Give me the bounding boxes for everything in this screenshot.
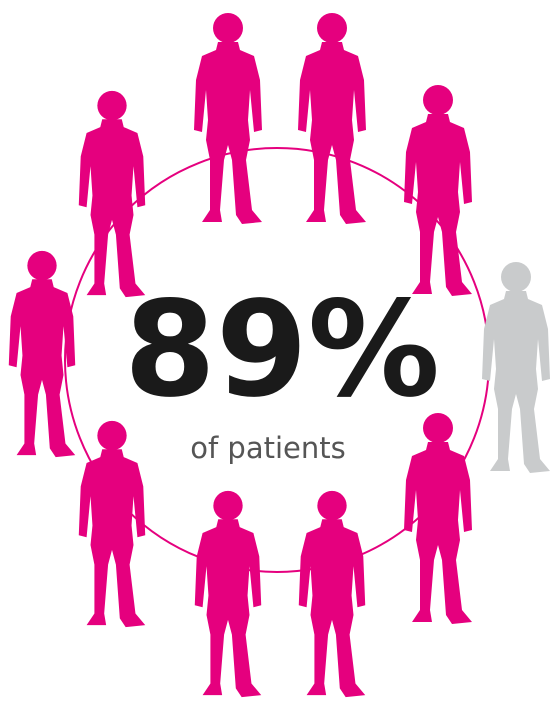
figure xyxy=(194,13,262,224)
caption: of patients xyxy=(190,431,345,465)
gray-figure xyxy=(482,262,550,473)
headline: 89% xyxy=(124,273,440,427)
figure xyxy=(194,490,262,698)
figure xyxy=(78,90,146,298)
figure xyxy=(298,490,366,698)
figure xyxy=(404,413,472,624)
figure xyxy=(404,85,472,296)
figure xyxy=(298,13,366,224)
figure xyxy=(78,420,146,628)
